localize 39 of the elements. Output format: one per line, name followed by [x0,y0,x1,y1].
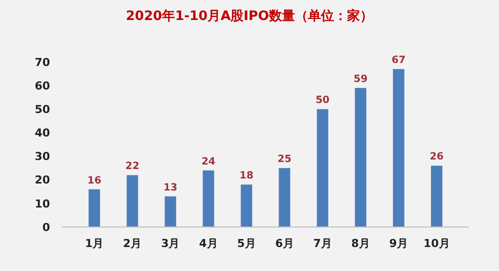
y-tick-label: 0 [42,220,50,234]
x-tick-label: 5月 [237,237,256,250]
bar [354,88,366,227]
x-tick-label: 4月 [199,237,218,250]
x-tick-label: 7月 [313,237,332,250]
data-label: 67 [392,55,406,66]
bar [126,175,138,227]
data-label: 24 [201,156,216,168]
bar [316,109,328,227]
y-tick-label: 70 [34,56,50,69]
data-label: 50 [316,95,330,106]
data-label: 13 [163,182,178,194]
x-tick-label: 9月 [389,237,408,250]
y-tick-label: 10 [34,197,50,210]
bar [88,189,100,227]
bar [392,69,404,227]
bar [278,168,290,227]
y-tick-label: 50 [34,102,50,116]
x-tick-label: 2月 [123,237,142,250]
data-label: 26 [430,152,444,163]
x-tick-label: 6月 [275,237,294,250]
bar [240,184,252,227]
data-label: 25 [278,154,292,166]
data-label: 18 [240,170,254,182]
y-tick-label: 30 [34,150,50,164]
bar [202,170,214,227]
data-label: 59 [354,74,368,85]
data-label: 22 [125,161,140,172]
y-tick-label: 20 [34,174,50,187]
x-tick-label: 1月 [85,237,104,250]
y-tick-label: 60 [34,79,50,92]
chart-title: 2020年1-10月A股IPO数量（单位：家） [126,8,374,24]
bar [164,196,176,227]
y-tick-label: 40 [34,126,50,140]
x-tick-label: 10月 [424,237,450,250]
data-label: 16 [87,175,102,186]
x-tick-label: 8月 [351,237,370,250]
bar [430,166,442,227]
x-tick-label: 3月 [161,237,180,250]
